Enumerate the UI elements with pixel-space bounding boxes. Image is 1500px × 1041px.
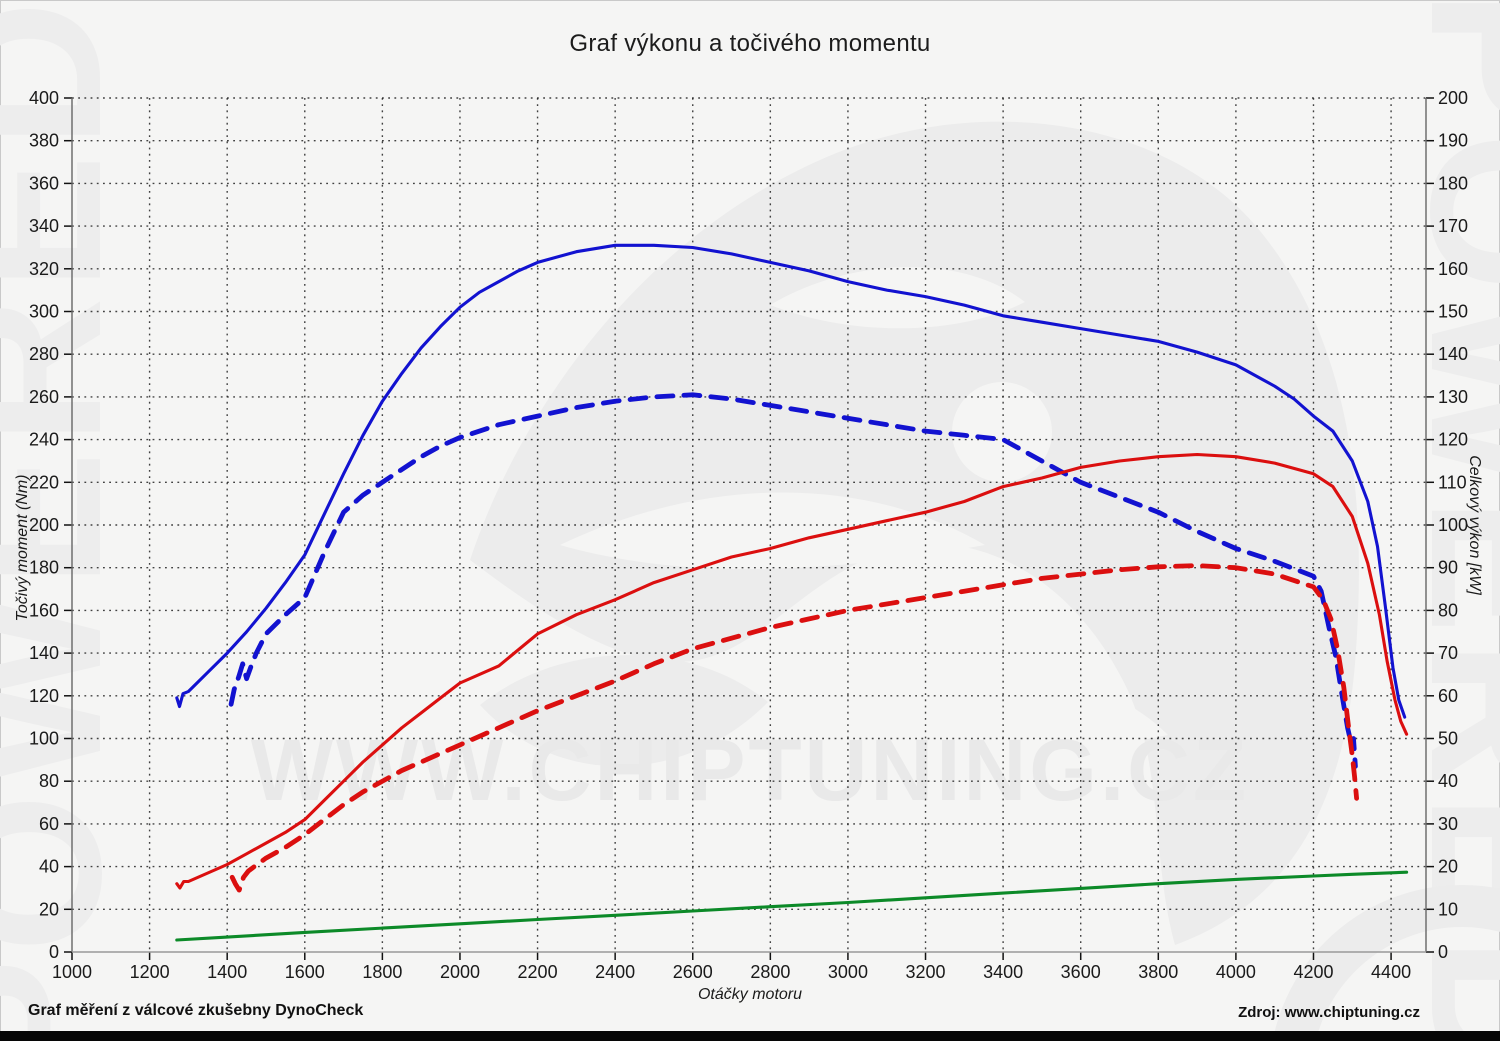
x-tick-label: 3200 <box>906 962 946 982</box>
y-left-tick-label: 280 <box>29 344 59 364</box>
x-axis-title: Otáčky motoru <box>698 986 802 1003</box>
y-right-tick-label: 80 <box>1438 600 1458 620</box>
x-tick-label: 1800 <box>362 962 402 982</box>
watermark-powered-right: POWERED <box>1388 0 1500 1041</box>
curve-power-tuned <box>175 452 1409 890</box>
x-tick-label: 1600 <box>285 962 325 982</box>
axis-tick-labels: 1000 1200 1400 1600 1800 2000 2200 2400 2600 2800… <box>29 88 1468 982</box>
curve-torque-stock <box>228 392 1358 769</box>
y-right-tick-label: 120 <box>1438 430 1468 450</box>
y-left-tick-label: 220 <box>29 472 59 492</box>
y-right-tick-label: 100 <box>1438 515 1468 535</box>
y-left-tick-label: 20 <box>39 899 59 919</box>
y-left-tick-label: 400 <box>29 88 59 108</box>
x-tick-label: 3600 <box>1061 962 1101 982</box>
y-right-axis-title: Celkový výkon [kW] <box>1466 455 1483 595</box>
y-right-tick-label: 140 <box>1438 344 1468 364</box>
y-left-tick-label: 240 <box>29 430 59 450</box>
y-right-tick-label: 0 <box>1438 942 1448 962</box>
footer-measurement-note: Graf měření z válcové zkušebny DynoCheck <box>28 1002 364 1019</box>
x-tick-label: 2000 <box>440 962 480 982</box>
x-tick-label: 3400 <box>983 962 1023 982</box>
curve-power-stock <box>229 563 1359 893</box>
x-tick-label: 4400 <box>1371 962 1411 982</box>
y-left-tick-label: 160 <box>29 600 59 620</box>
y-right-tick-label: 180 <box>1438 173 1468 193</box>
y-left-tick-label: 260 <box>29 387 59 407</box>
curve-losses <box>175 870 1409 942</box>
y-left-tick-label: 380 <box>29 131 59 151</box>
bottom-black-bar <box>0 1031 1500 1041</box>
y-right-tick-label: 170 <box>1438 216 1468 236</box>
x-tick-label: 1400 <box>207 962 247 982</box>
x-tick-label: 1200 <box>130 962 170 982</box>
x-tick-label: 4000 <box>1216 962 1256 982</box>
curves <box>175 243 1409 942</box>
y-left-tick-label: 80 <box>39 771 59 791</box>
eagle-logo-cutouts <box>560 267 1168 747</box>
y-left-tick-label: 60 <box>39 814 59 834</box>
y-left-tick-label: 40 <box>39 857 59 877</box>
y-left-tick-label: 340 <box>29 216 59 236</box>
y-right-tick-label: 10 <box>1438 899 1458 919</box>
x-tick-label: 2600 <box>673 962 713 982</box>
y-right-tick-label: 190 <box>1438 131 1468 151</box>
footer-source-link[interactable]: Zdroj: www.chiptuning.cz <box>1238 1004 1420 1021</box>
curve-torque-tuned <box>175 243 1407 719</box>
x-tick-label: 2400 <box>595 962 635 982</box>
x-tick-label: 3800 <box>1138 962 1178 982</box>
y-right-tick-label: 160 <box>1438 259 1468 279</box>
y-left-tick-label: 120 <box>29 686 59 706</box>
y-right-tick-label: 90 <box>1438 558 1458 578</box>
y-left-tick-label: 320 <box>29 259 59 279</box>
axes <box>64 97 1434 960</box>
y-right-tick-label: 200 <box>1438 88 1468 108</box>
corner-ring-watermark <box>1272 885 1500 1041</box>
y-right-tick-label: 70 <box>1438 643 1458 663</box>
y-right-tick-label: 150 <box>1438 302 1468 322</box>
y-right-tick-label: 130 <box>1438 387 1468 407</box>
y-right-tick-label: 110 <box>1438 472 1467 492</box>
y-left-tick-label: 100 <box>29 729 59 749</box>
y-left-tick-label: 180 <box>29 558 59 578</box>
y-left-tick-label: 0 <box>49 942 59 962</box>
chart-title: Graf výkonu a točivého momentu <box>569 30 931 57</box>
y-right-tick-label: 60 <box>1438 686 1458 706</box>
y-left-tick-label: 360 <box>29 173 59 193</box>
x-tick-label: 2200 <box>518 962 558 982</box>
y-left-tick-label: 200 <box>29 515 59 535</box>
y-right-tick-label: 40 <box>1438 771 1458 791</box>
y-right-tick-label: 50 <box>1438 729 1458 749</box>
y-left-tick-label: 140 <box>29 643 59 663</box>
x-tick-label: 2800 <box>750 962 790 982</box>
y-left-tick-label: 300 <box>29 302 59 322</box>
x-tick-label: 4200 <box>1293 962 1333 982</box>
y-right-tick-label: 20 <box>1438 857 1458 877</box>
x-tick-label: 1000 <box>52 962 92 982</box>
x-tick-label: 3000 <box>828 962 868 982</box>
y-left-axis-title: Točivý moment (Nm) <box>14 475 31 622</box>
y-right-tick-label: 30 <box>1438 814 1458 834</box>
